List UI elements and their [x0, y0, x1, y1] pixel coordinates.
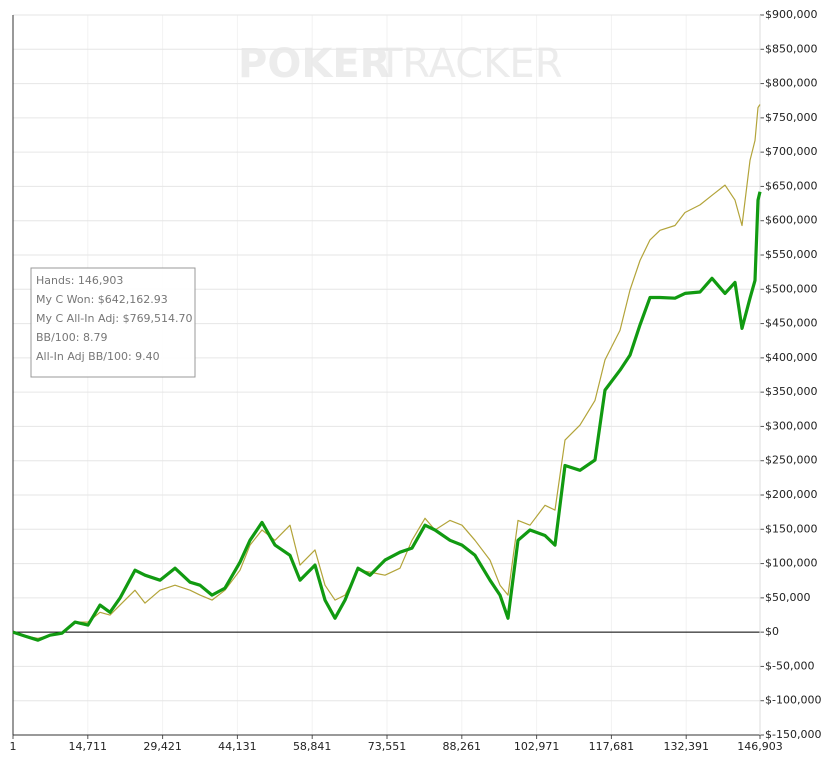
y-tick-label: $850,000	[765, 42, 818, 55]
y-tick-label: $400,000	[765, 351, 818, 364]
x-tick-label: 73,551	[368, 740, 407, 753]
tooltip: Hands: 146,903 My C Won: $642,162.93 My C …	[30, 267, 196, 378]
series-line	[12, 191, 762, 642]
tooltip-text: All-In Adj BB/100: 9.40	[36, 350, 160, 363]
y-tick-label: $600,000	[765, 214, 818, 227]
y-tick-label: $650,000	[765, 179, 818, 192]
x-tick-label: 44,131	[218, 740, 257, 753]
y-tick-label: $250,000	[765, 454, 818, 467]
x-tick-label: 1	[10, 740, 17, 753]
y-tick-label: $550,000	[765, 248, 818, 261]
y-tick-label: $300,000	[765, 419, 818, 432]
x-tick-label: 14,711	[69, 740, 108, 753]
y-tick-label: $900,000	[765, 8, 818, 21]
x-tick-label: 102,971	[514, 740, 560, 753]
tooltip-text: My C All-In Adj: $769,514.70	[36, 312, 193, 325]
watermark-text: POKER	[238, 41, 390, 87]
tooltip-text: Hands: 146,903	[36, 274, 123, 287]
y-tick-label: $150,000	[765, 522, 818, 535]
y-tick-label: $-150,000	[765, 728, 821, 741]
y-tick-label: $500,000	[765, 282, 818, 295]
y-tick-label: $100,000	[765, 557, 818, 570]
watermark-text: TRACKER	[377, 41, 563, 87]
y-tick-label: $700,000	[765, 145, 818, 158]
watermark: POKER TRACKER	[238, 41, 563, 87]
y-tick-label: $50,000	[765, 591, 811, 604]
y-tick-label: $-100,000	[765, 694, 821, 707]
tooltip-text: BB/100: 8.79	[36, 331, 108, 344]
tooltip-box	[30, 267, 196, 378]
y-tick-label: $200,000	[765, 488, 818, 501]
y-tick-label: $0	[765, 625, 779, 638]
x-tick-label: 117,681	[589, 740, 635, 753]
series-line	[12, 104, 761, 639]
y-tick-label: $800,000	[765, 77, 818, 90]
x-tick-label: 88,261	[443, 740, 482, 753]
y-tick-label: $350,000	[765, 385, 818, 398]
y-tick-label: $450,000	[765, 317, 818, 330]
x-tick-label: 146,903	[737, 740, 783, 753]
y-tick-label: $750,000	[765, 111, 818, 124]
x-tick-label: 132,391	[663, 740, 709, 753]
x-tick-label: 58,841	[293, 740, 332, 753]
tooltip-text: My C Won: $642,162.93	[36, 293, 168, 306]
x-tick-label: 29,421	[143, 740, 182, 753]
y-tick-label: $-50,000	[765, 659, 814, 672]
